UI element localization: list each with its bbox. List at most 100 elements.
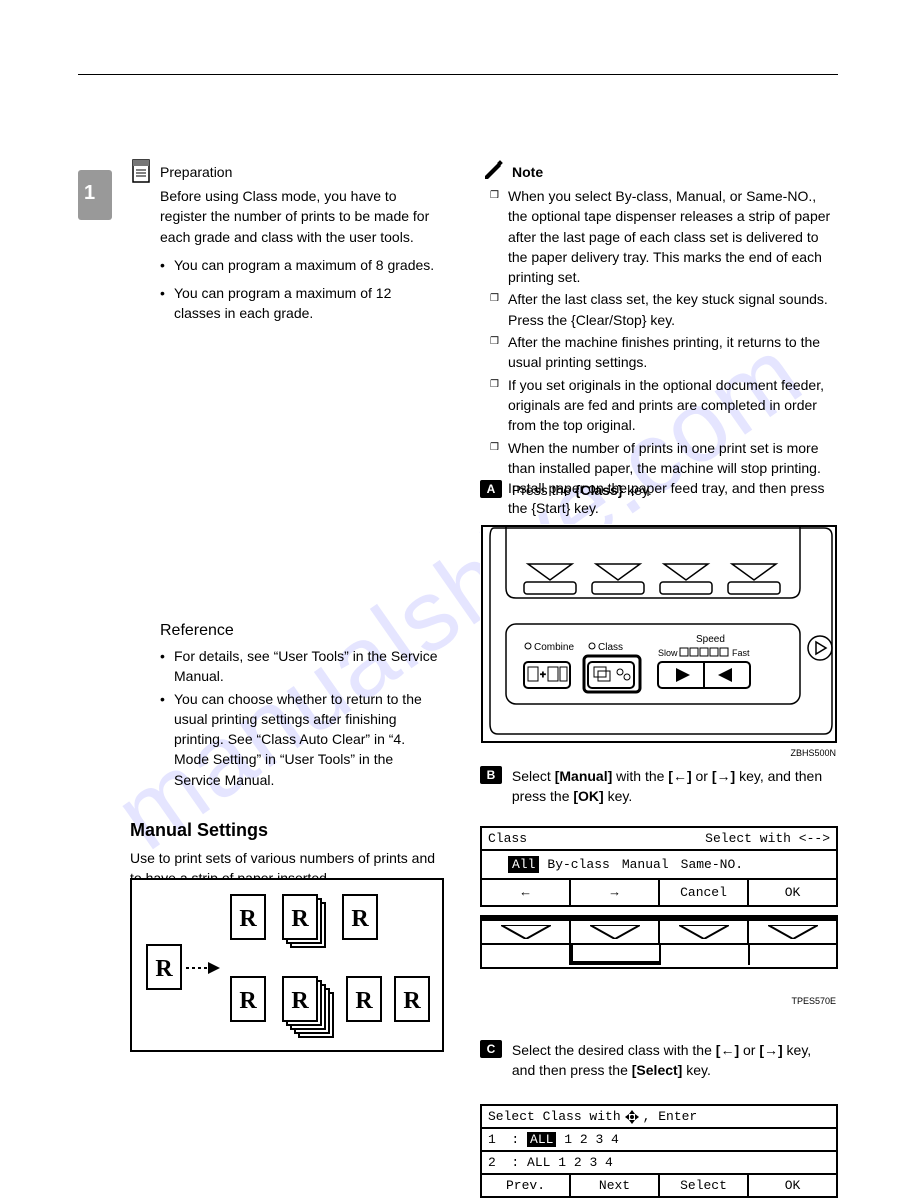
select-class-figure: Select Class with , Enter 1 : ALL 1 2 3 … <box>480 1104 838 1198</box>
note-heading: Note <box>512 164 543 180</box>
hw-button-highlighted[interactable] <box>571 943 662 965</box>
square-bullet-icon: ❒ <box>490 332 508 373</box>
lcd-title: , Enter <box>643 1109 698 1124</box>
step-number-badge: C <box>480 1040 502 1058</box>
bullet-icon: • <box>160 646 174 687</box>
reference-line: You can choose whether to return to the … <box>174 689 442 790</box>
bullet-icon: • <box>160 255 174 275</box>
r-box: R <box>230 894 266 940</box>
step-text: with the <box>612 768 668 784</box>
lcd-title: Class <box>488 831 527 846</box>
class-row: 2 : ALL 1 2 3 4 <box>482 1152 836 1175</box>
triangle-down-icon <box>482 921 571 943</box>
hw-button[interactable] <box>482 945 571 965</box>
square-bullet-icon: ❒ <box>490 438 508 519</box>
svg-text:+: + <box>540 670 546 681</box>
r-box: R <box>146 944 182 990</box>
menu-option[interactable]: By-class <box>543 856 613 873</box>
key-label: [OK] <box>573 788 603 804</box>
triangle-down-icon <box>749 921 836 943</box>
figure-code: ZBHS500N <box>790 748 836 758</box>
row-number: 2 <box>488 1155 496 1170</box>
speed-label: Speed <box>696 634 725 645</box>
note-line: If you set originals in the optional doc… <box>508 375 836 436</box>
row-values: ALL 1 2 3 4 <box>527 1155 613 1170</box>
header-rule <box>78 74 838 75</box>
step-text: key. <box>623 482 652 498</box>
r-box: R <box>230 976 266 1022</box>
combine-label: Combine <box>534 642 574 653</box>
step-text: Select the desired class with the <box>512 1042 716 1058</box>
step-text: or <box>692 768 712 784</box>
square-bullet-icon: ❒ <box>490 186 508 287</box>
note-line: After the machine finishes printing, it … <box>508 332 836 373</box>
menu-option[interactable]: Same-NO. <box>677 856 747 873</box>
key-label: [Select] <box>632 1062 683 1078</box>
option-label: [Manual] <box>555 768 613 784</box>
class-label: Class <box>598 642 623 653</box>
step-text: key. <box>682 1062 711 1078</box>
r-copies-figure: R R R R R R R R <box>130 878 444 1052</box>
class-menu-figure: Class Select with <--> All By-class Manu… <box>480 826 838 1004</box>
note-body: ❒When you select By-class, Manual, or Sa… <box>490 186 836 563</box>
step-text: or <box>739 1042 759 1058</box>
triangle-down-icon <box>660 921 749 943</box>
note-line: When you select By-class, Manual, or Sam… <box>508 186 836 287</box>
hw-button[interactable] <box>661 945 750 965</box>
note-line: After the last class set, the key stuck … <box>508 289 836 330</box>
figure-code: TPES570E <box>791 996 836 1006</box>
preparation-heading: Preparation <box>160 164 232 180</box>
key-label: {Class} <box>575 482 623 498</box>
softkey-left[interactable]: ← <box>482 880 571 905</box>
key-label: [←] <box>668 768 691 784</box>
preparation-bullet: You can program a maximum of 8 grades. <box>174 255 434 275</box>
softkey-ok[interactable]: OK <box>749 880 836 905</box>
bullet-icon: • <box>160 283 174 324</box>
row-selected[interactable]: ALL <box>527 1132 556 1147</box>
key-label: [←] <box>716 1042 739 1058</box>
key-label: [→] <box>759 1042 782 1058</box>
hw-button[interactable] <box>750 945 837 965</box>
row-number: 1 <box>488 1132 496 1147</box>
reference-line: For details, see “User Tools” in the Ser… <box>174 646 442 687</box>
preparation-body: Before using Class mode, you have to reg… <box>160 186 440 324</box>
slow-label: Slow <box>658 648 678 658</box>
softkey-next[interactable]: Next <box>571 1175 660 1196</box>
softkey-select[interactable]: Select <box>660 1175 749 1196</box>
softkey-prev[interactable]: Prev. <box>482 1175 571 1196</box>
square-bullet-icon: ❒ <box>490 375 508 436</box>
note-line: When the number of prints in one print s… <box>508 438 836 519</box>
lcd-hint: Select with <--> <box>705 831 830 846</box>
menu-option[interactable]: Manual <box>618 856 673 873</box>
device-panel-figure: + Combine Class Speed Slow <box>480 524 838 744</box>
manual-settings-heading: Manual Settings <box>130 820 268 841</box>
bullet-icon: • <box>160 689 174 790</box>
softkey-ok[interactable]: OK <box>749 1175 836 1196</box>
step-text: key. <box>604 788 633 804</box>
class-row: 1 : ALL 1 2 3 4 <box>482 1129 836 1152</box>
step-3: C Select the desired class with the [←] … <box>480 1040 838 1081</box>
r-box: R <box>282 894 318 940</box>
hardware-softkeys <box>480 915 838 969</box>
menu-option-selected[interactable]: All <box>508 856 539 873</box>
preparation-intro: Before using Class mode, you have to reg… <box>160 186 440 247</box>
pencil-icon <box>482 158 506 182</box>
arrow-right-icon <box>186 960 222 976</box>
fast-label: Fast <box>732 648 750 658</box>
triangle-down-icon <box>571 921 660 943</box>
step-number-badge: A <box>480 480 502 498</box>
preparation-bullet: You can program a maximum of 12 classes … <box>174 283 440 324</box>
r-box: R <box>342 894 378 940</box>
reference-body: •For details, see “User Tools” in the Se… <box>160 646 442 792</box>
r-box: R <box>346 976 382 1022</box>
softkey-right[interactable]: → <box>571 880 660 905</box>
row-values: 1 2 3 4 <box>564 1132 619 1147</box>
step-text: Select <box>512 768 555 784</box>
step-2: B Select [Manual] with the [←] or [→] ke… <box>480 766 838 807</box>
chapter-tab-number: 1 <box>84 182 95 205</box>
r-box: R <box>394 976 430 1022</box>
r-box: R <box>282 976 318 1022</box>
softkey-cancel[interactable]: Cancel <box>660 880 749 905</box>
reference-heading: Reference <box>160 622 234 640</box>
step-1: A Press the {Class} key. <box>480 480 838 500</box>
